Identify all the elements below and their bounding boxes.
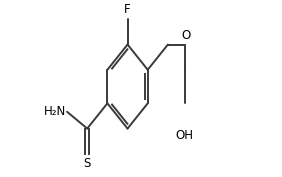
Text: O: O: [181, 29, 190, 42]
Text: H₂N: H₂N: [44, 105, 66, 118]
Text: S: S: [83, 157, 91, 170]
Text: OH: OH: [176, 129, 194, 142]
Text: F: F: [124, 3, 131, 16]
